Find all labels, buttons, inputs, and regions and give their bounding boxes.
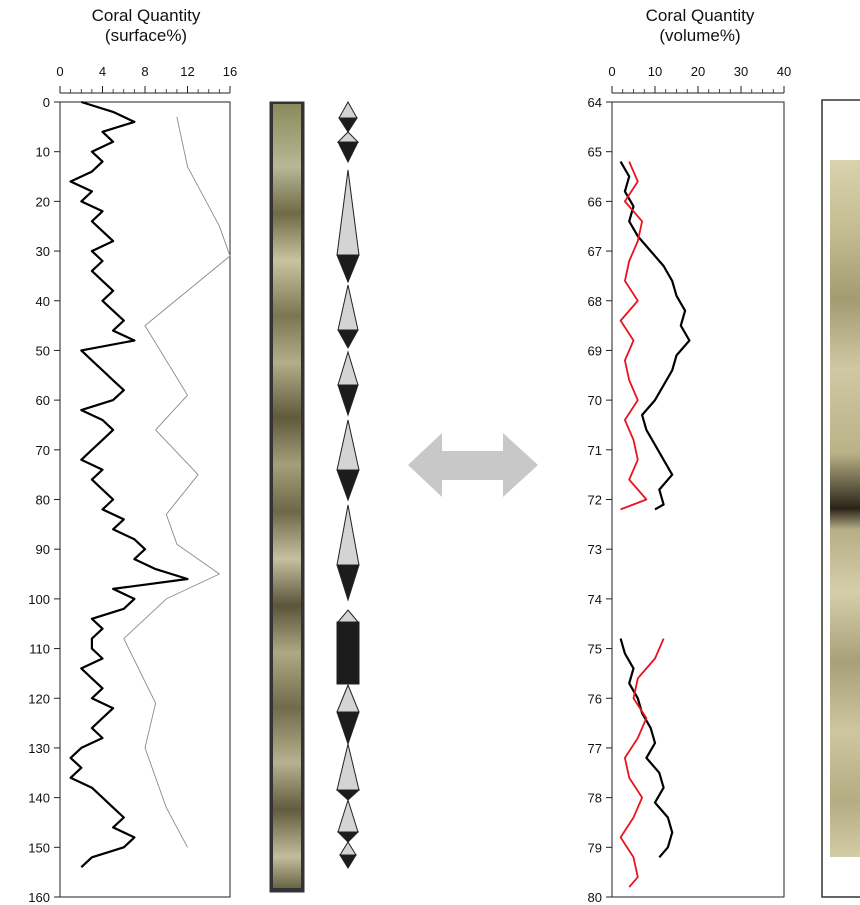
dark-triangle-icon — [337, 141, 359, 164]
right-x-axis: 0 10 20 30 40 — [608, 64, 791, 94]
right-y-axis: 64 65 66 67 68 69 70 71 72 73 74 75 76 77 78 79 80 — [588, 95, 612, 905]
dark-triangle-icon — [336, 564, 360, 602]
right-title-line1: Coral Quantity — [645, 6, 755, 25]
dark-block-icon — [336, 621, 360, 685]
right-panel-title: Coral Quantity (volume%) — [590, 6, 810, 46]
left-y-tick-label: 100 — [28, 592, 50, 607]
right-x-tick-label: 20 — [691, 64, 705, 79]
left-y-tick-label: 90 — [36, 542, 50, 557]
left-y-tick-label: 160 — [28, 890, 50, 905]
left-y-tick-label: 0 — [43, 95, 50, 110]
left-x-tick-label: 16 — [223, 64, 237, 79]
left-y-tick-label: 70 — [36, 443, 50, 458]
right-series-red-line-1 — [619, 161, 648, 511]
right-y-tick-label: 74 — [588, 592, 602, 607]
right-y-tick-label: 80 — [588, 890, 602, 905]
left-x-axis: 0 4 8 12 16 — [56, 64, 237, 94]
right-y-tick-label: 64 — [588, 95, 602, 110]
left-x-tick-label: 12 — [180, 64, 194, 79]
left-y-tick-label: 80 — [36, 493, 50, 508]
right-series-black-line-2 — [619, 638, 674, 859]
left-chart-panel: 0 4 8 12 16 0 10 20 30 40 50 60 70 80 90 100 110 120 130 1… — [28, 64, 237, 905]
light-triangle-icon — [337, 798, 359, 833]
right-y-tick-label: 76 — [588, 691, 602, 706]
right-y-tick-label: 68 — [588, 294, 602, 309]
left-y-tick-label: 40 — [36, 294, 50, 309]
light-triangle-icon — [336, 609, 360, 623]
right-y-tick-label: 79 — [588, 840, 602, 855]
left-y-tick-label: 140 — [28, 791, 50, 806]
right-y-tick-label: 77 — [588, 741, 602, 756]
left-y-tick-label: 150 — [28, 840, 50, 855]
dark-triangle-icon — [337, 329, 359, 350]
dark-triangle-icon — [336, 469, 360, 502]
right-title-line2: (volume%) — [659, 26, 741, 45]
left-x-tick-label: 4 — [99, 64, 106, 79]
light-triangle-icon — [337, 350, 359, 386]
light-triangle-icon — [336, 743, 360, 791]
left-y-tick-label: 60 — [36, 393, 50, 408]
right-x-tick-label: 30 — [734, 64, 748, 79]
right-y-tick-label: 70 — [588, 393, 602, 408]
right-y-tick-label: 67 — [588, 244, 602, 259]
dark-triangle-icon — [335, 789, 361, 801]
right-y-tick-label: 78 — [588, 791, 602, 806]
dark-triangle-icon — [337, 384, 359, 417]
right-y-tick-label: 73 — [588, 542, 602, 557]
right-plot-frame — [611, 101, 785, 898]
left-y-axis: 0 10 20 30 40 50 60 70 80 90 100 110 120 130 140 150 160 — [28, 95, 60, 905]
dark-triangle-icon — [336, 711, 360, 746]
light-triangle-icon — [339, 841, 357, 856]
right-series-group — [619, 161, 691, 888]
left-y-tick-label: 20 — [36, 194, 50, 209]
left-series-group — [69, 100, 231, 869]
left-x-tick-label: 8 — [141, 64, 148, 79]
left-y-tick-label: 50 — [36, 343, 50, 358]
dark-triangle-icon — [336, 254, 360, 284]
core-photo-right — [821, 99, 860, 898]
right-y-tick-label: 72 — [588, 493, 602, 508]
left-y-tick-label: 30 — [36, 244, 50, 259]
cycle-triangles-column — [335, 100, 361, 869]
core-photo-left — [269, 101, 305, 893]
left-series-grey-line-1 — [123, 116, 231, 848]
light-triangle-icon — [336, 419, 360, 471]
left-y-tick-label: 10 — [36, 145, 50, 160]
light-triangle-icon — [337, 284, 359, 331]
right-y-tick-label: 66 — [588, 194, 602, 209]
left-y-tick-label: 110 — [29, 642, 50, 657]
double-headed-arrow-icon — [408, 433, 538, 497]
right-y-tick-label: 75 — [588, 642, 602, 657]
light-triangle-icon — [336, 131, 360, 143]
right-series-black-line-0 — [619, 161, 691, 511]
light-triangle-icon — [336, 683, 360, 713]
left-x-tick-label: 0 — [56, 64, 63, 79]
left-plot-frame — [59, 101, 231, 898]
left-panel-title: Coral Quantity (surface%) — [36, 6, 256, 46]
dark-triangle-icon — [338, 117, 358, 133]
dark-triangle-icon — [339, 854, 357, 869]
right-x-tick-label: 0 — [608, 64, 615, 79]
light-triangle-icon — [336, 504, 360, 566]
dark-triangle-icon — [336, 831, 360, 843]
right-y-tick-label: 69 — [588, 343, 602, 358]
left-y-tick-label: 130 — [28, 741, 50, 756]
light-triangle-icon — [336, 169, 360, 256]
right-chart-panel: 0 10 20 30 40 64 65 66 67 68 69 70 71 72 73 74 75 76 77 78… — [588, 64, 792, 905]
right-y-tick-label: 71 — [588, 443, 602, 458]
left-y-tick-label: 120 — [28, 691, 50, 706]
left-title-line1: Coral Quantity — [91, 6, 201, 25]
right-y-tick-label: 65 — [588, 145, 602, 160]
left-series-black-line-0 — [69, 100, 189, 869]
right-x-tick-label: 10 — [648, 64, 662, 79]
left-title-line2: (surface%) — [104, 26, 188, 45]
light-triangle-icon — [338, 100, 358, 119]
right-x-tick-label: 40 — [777, 64, 791, 79]
right-series-red-line-3 — [619, 638, 665, 888]
